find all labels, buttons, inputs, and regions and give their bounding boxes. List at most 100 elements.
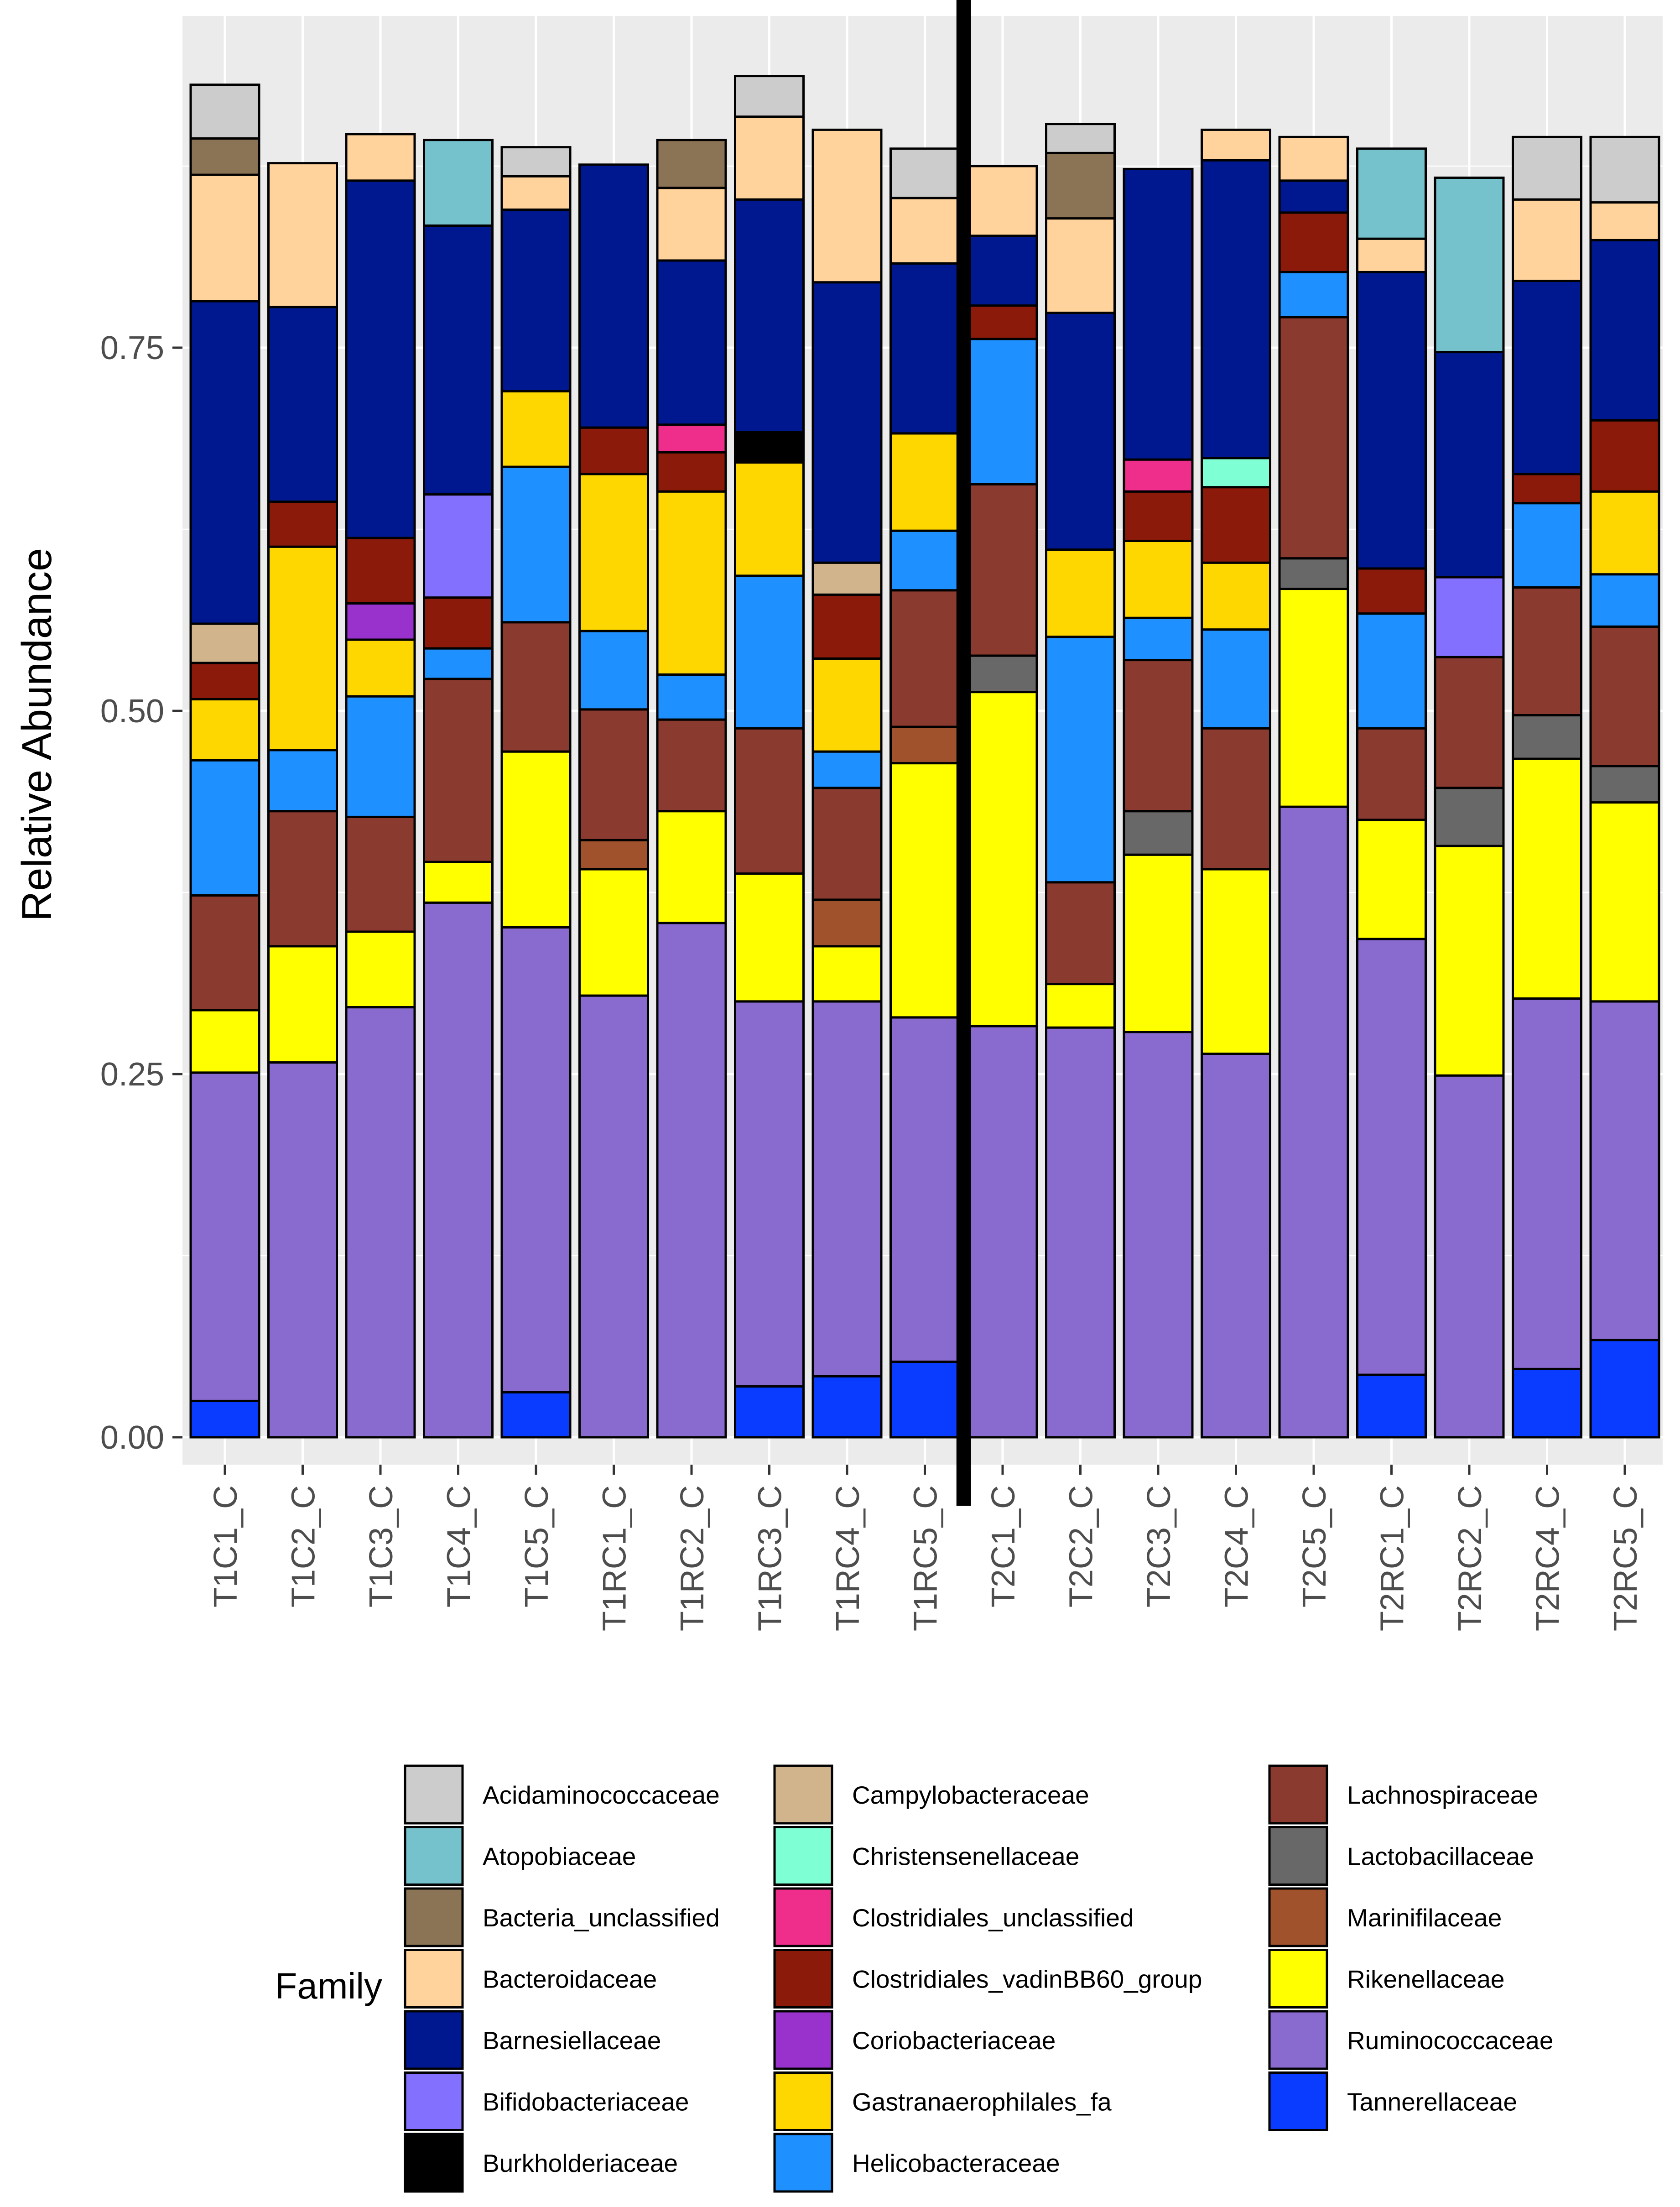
bar-segment (1045, 151, 1116, 220)
legend-label: Campylobacteraceae (852, 1781, 1089, 1809)
bar-segment (423, 493, 494, 599)
bar-segment (189, 894, 260, 1012)
legend-swatch (1268, 1949, 1328, 2009)
x-tick-label: T2C3_C (1141, 1485, 1177, 1607)
bar-segment (1123, 167, 1194, 461)
bar-segment (1356, 271, 1427, 570)
legend-item: Helicobacteraceae (773, 2133, 1060, 2193)
bar-segment (500, 175, 572, 211)
x-tick-label: T2RC4_C (1530, 1485, 1566, 1631)
bar-segment (1201, 561, 1271, 631)
legend-label: Atopobiaceae (483, 1842, 636, 1871)
legend-label: Coriobacteriaceae (852, 2026, 1056, 2055)
bar-segment (1201, 159, 1271, 459)
legend-swatch (1268, 1826, 1328, 1886)
bar-segment (1278, 179, 1349, 214)
bar-segment (189, 1009, 260, 1074)
legend-label: Clostridiales_vadinBB60_group (852, 1965, 1202, 1993)
bar-segment (967, 483, 1038, 657)
bar-segment (1512, 473, 1582, 505)
bar-segment (1123, 616, 1194, 662)
bar-segment (345, 1006, 416, 1439)
bar-segment (967, 304, 1038, 340)
x-tick-label: T1C1_C (208, 1485, 244, 1607)
bar-segment (578, 426, 649, 475)
bar-segment (811, 945, 883, 1003)
legend-swatch (773, 2133, 833, 2193)
legend-label: Lactobacillaceae (1347, 1842, 1534, 1871)
legend-item: Acidaminococcaceae (404, 1764, 720, 1825)
bar-segment (500, 465, 572, 624)
bar-segment (578, 630, 649, 711)
bar-segment (656, 423, 727, 454)
bar-segment (345, 638, 416, 698)
bar-segment (734, 574, 805, 730)
bar-segment (811, 561, 883, 596)
bar-segment (1123, 1031, 1194, 1439)
bar-segment (1278, 271, 1349, 318)
bar-segment (1045, 1026, 1116, 1439)
y-axis-title: Relative Abundance (14, 548, 60, 921)
bar-segment (345, 133, 416, 182)
legend-swatch (404, 2010, 464, 2070)
bar-segment (189, 662, 260, 701)
legend-swatch (1268, 1887, 1328, 1947)
bar-segment (1356, 612, 1427, 730)
bar-segment (1045, 312, 1116, 551)
legend-label: Tannerellaceae (1347, 2088, 1517, 2116)
bars (189, 75, 1660, 1439)
legend-item: Christensenellaceae (773, 1826, 1079, 1886)
bar-segment (811, 657, 883, 753)
bar-segment (1589, 573, 1660, 628)
bar-segment (1045, 983, 1116, 1029)
legend-item: Ruminococcaceae (1268, 2010, 1553, 2070)
bar-segment (578, 839, 649, 871)
bar-segment (1434, 787, 1505, 847)
y-tick-label: 0.00 (100, 1419, 164, 1456)
legend-swatch (1268, 2071, 1328, 2131)
bar-segment (1589, 625, 1660, 767)
bar-segment (734, 1385, 805, 1439)
bar-segment (889, 197, 960, 265)
bar-segment (889, 725, 960, 765)
bar-segment (811, 593, 883, 660)
bar-segment (734, 198, 805, 433)
x-tick-label: T2C2_C (1063, 1485, 1100, 1607)
legend-swatch (404, 1826, 464, 1886)
bar-segment (1278, 136, 1349, 182)
bar-segment (423, 224, 494, 496)
bar-segment (500, 750, 572, 929)
bar-segment (345, 930, 416, 1009)
x-tick-label: T2RC2_C (1452, 1485, 1488, 1631)
bar-segment (578, 708, 649, 841)
bar-segment (656, 673, 727, 721)
bar-segment (267, 306, 338, 503)
bar-segment (423, 861, 494, 904)
bar-segment (734, 727, 805, 875)
bar-segment (1589, 136, 1660, 204)
bar-segment (734, 461, 805, 577)
legend-label: Clostridiales_unclassified (852, 1904, 1134, 1932)
x-tick-label: T1C2_C (286, 1485, 322, 1607)
bar-segment (1045, 217, 1116, 314)
bar-segment (267, 945, 338, 1064)
legend-item: Rikenellaceae (1268, 1949, 1505, 2009)
bar-segment (423, 596, 494, 650)
bar-segment (1278, 557, 1349, 590)
bar-segment (967, 235, 1038, 307)
bar-segment (734, 431, 805, 464)
legend-item: Tannerellaceae (1268, 2071, 1517, 2131)
legend-label: Ruminococcaceae (1347, 2026, 1553, 2055)
bar-segment (811, 787, 883, 901)
legend-item: Lachnospiraceae (1268, 1764, 1538, 1825)
x-tick-label: T1RC4_C (830, 1485, 866, 1631)
legend-item: Gastranaerophilales_fa (773, 2071, 1112, 2131)
y-tick-label: 0.50 (100, 693, 164, 730)
legend-swatch (773, 2010, 833, 2070)
bar-segment (1123, 853, 1194, 1033)
bar-segment (889, 529, 960, 592)
bar-segment (967, 654, 1038, 694)
bar-segment (1589, 765, 1660, 804)
bar-segment (267, 810, 338, 948)
bar-segment (1123, 810, 1194, 856)
